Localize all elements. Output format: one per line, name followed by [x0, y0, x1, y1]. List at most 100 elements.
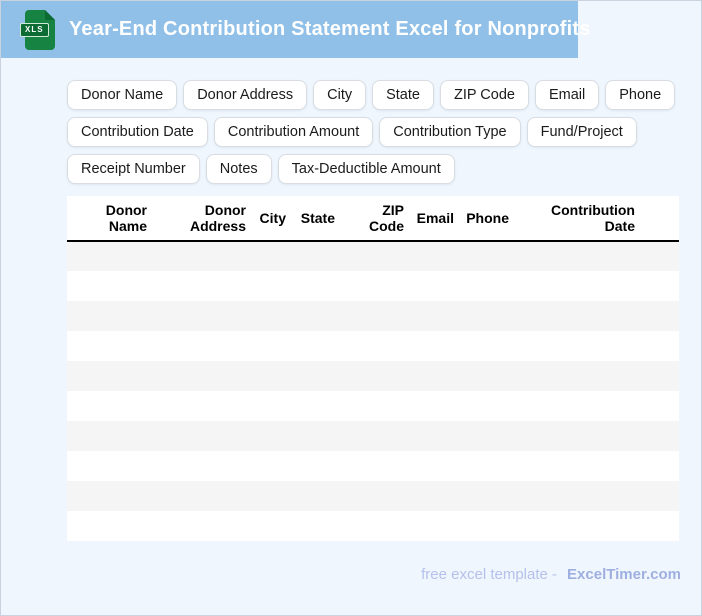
table-cell — [337, 271, 406, 301]
table-cell — [511, 511, 679, 541]
column-header-phone: Phone — [456, 196, 511, 242]
column-header-text: Contribution Date — [551, 201, 635, 234]
file-fold — [45, 9, 55, 20]
table-cell — [288, 481, 337, 511]
table-cell — [149, 241, 248, 271]
table-cell — [456, 481, 511, 511]
table-cell — [149, 271, 248, 301]
table-cell — [406, 241, 456, 271]
field-chip-zip-code[interactable]: ZIP Code — [439, 80, 529, 110]
table-cell — [337, 301, 406, 331]
table-cell — [406, 271, 456, 301]
table-cell — [337, 241, 406, 271]
table-cell — [337, 481, 406, 511]
table-cell — [337, 391, 406, 421]
table-cell — [149, 481, 248, 511]
column-header-text: State — [300, 209, 335, 226]
field-chip-list: Donor Name Donor Address City State ZIP Code… — [67, 80, 689, 184]
table-cell — [511, 451, 679, 481]
table-row — [67, 451, 679, 481]
table-cell — [67, 301, 149, 331]
field-chip-contribution-date[interactable]: Contribution Date — [67, 117, 208, 147]
table-cell — [248, 301, 288, 331]
table-cell — [288, 271, 337, 301]
column-header-city: City — [248, 196, 288, 242]
table-cell — [511, 331, 679, 361]
table-cell — [248, 511, 288, 541]
table-cell — [456, 271, 511, 301]
table-cell — [248, 361, 288, 391]
table-cell — [337, 451, 406, 481]
table-cell — [248, 331, 288, 361]
table-cell — [406, 511, 456, 541]
table-cell — [288, 241, 337, 271]
table-header-row: Donor Name Donor Address City State ZIP Code… — [67, 196, 679, 242]
table-cell — [288, 331, 337, 361]
field-chip-contribution-amount[interactable]: Contribution Amount — [213, 117, 374, 147]
table-cell — [406, 331, 456, 361]
table-cell — [67, 421, 149, 451]
table-cell — [248, 421, 288, 451]
table-row — [67, 301, 679, 331]
table-cell — [248, 391, 288, 421]
table-cell — [406, 301, 456, 331]
field-chip-donor-name[interactable]: Donor Name — [67, 80, 178, 110]
table-cell — [248, 481, 288, 511]
column-header-state: State — [288, 196, 337, 242]
table-row — [67, 271, 679, 301]
table-cell — [456, 421, 511, 451]
table-cell — [511, 301, 679, 331]
table-cell — [67, 331, 149, 361]
field-chip-city[interactable]: City — [313, 80, 367, 110]
table-cell — [511, 241, 679, 271]
table-cell — [511, 421, 679, 451]
field-chip-receipt-number[interactable]: Receipt Number — [67, 154, 200, 184]
field-chip-email[interactable]: Email — [534, 80, 600, 110]
table-row — [67, 241, 679, 271]
table-cell — [248, 271, 288, 301]
field-chip-contribution-type[interactable]: Contribution Type — [379, 117, 521, 147]
table-cell — [248, 451, 288, 481]
column-header-text: City — [259, 209, 286, 226]
footer-brand-link[interactable]: ExcelTimer.com — [567, 566, 681, 583]
table-cell — [67, 481, 149, 511]
column-header-donor-name: Donor Name — [67, 196, 149, 242]
table-cell — [288, 391, 337, 421]
table-row — [67, 331, 679, 361]
table-cell — [337, 421, 406, 451]
table-row — [67, 421, 679, 451]
table-cell — [456, 391, 511, 421]
table-cell — [406, 361, 456, 391]
table-cell — [288, 451, 337, 481]
table-cell — [149, 421, 248, 451]
column-header-text: Donor Name — [105, 201, 147, 234]
column-header-text: ZIP Code — [369, 201, 404, 234]
table-cell — [511, 391, 679, 421]
table-cell — [67, 391, 149, 421]
table-cell — [67, 241, 149, 271]
table-cell — [288, 421, 337, 451]
table-cell — [248, 241, 288, 271]
table-cell — [67, 451, 149, 481]
table-cell — [456, 451, 511, 481]
field-chip-state[interactable]: State — [372, 80, 434, 110]
table-cell — [456, 331, 511, 361]
table-row — [67, 361, 679, 391]
table-cell — [288, 511, 337, 541]
table-cell — [511, 361, 679, 391]
table-cell — [456, 301, 511, 331]
field-chip-fund-project[interactable]: Fund/Project — [526, 117, 637, 147]
table-cell — [456, 241, 511, 271]
table-row — [67, 481, 679, 511]
field-chip-tax-deductible-amount[interactable]: Tax-Deductible Amount — [277, 154, 455, 184]
footer-label: free excel template - — [421, 566, 558, 583]
table-cell — [288, 301, 337, 331]
table-cell — [337, 511, 406, 541]
table-cell — [511, 481, 679, 511]
field-chip-notes[interactable]: Notes — [205, 154, 272, 184]
column-header-contribution-date: Contribution Date — [511, 196, 679, 242]
field-chip-donor-address[interactable]: Donor Address — [183, 80, 308, 110]
table-cell — [149, 451, 248, 481]
field-chip-phone[interactable]: Phone — [605, 80, 676, 110]
table-cell — [456, 511, 511, 541]
